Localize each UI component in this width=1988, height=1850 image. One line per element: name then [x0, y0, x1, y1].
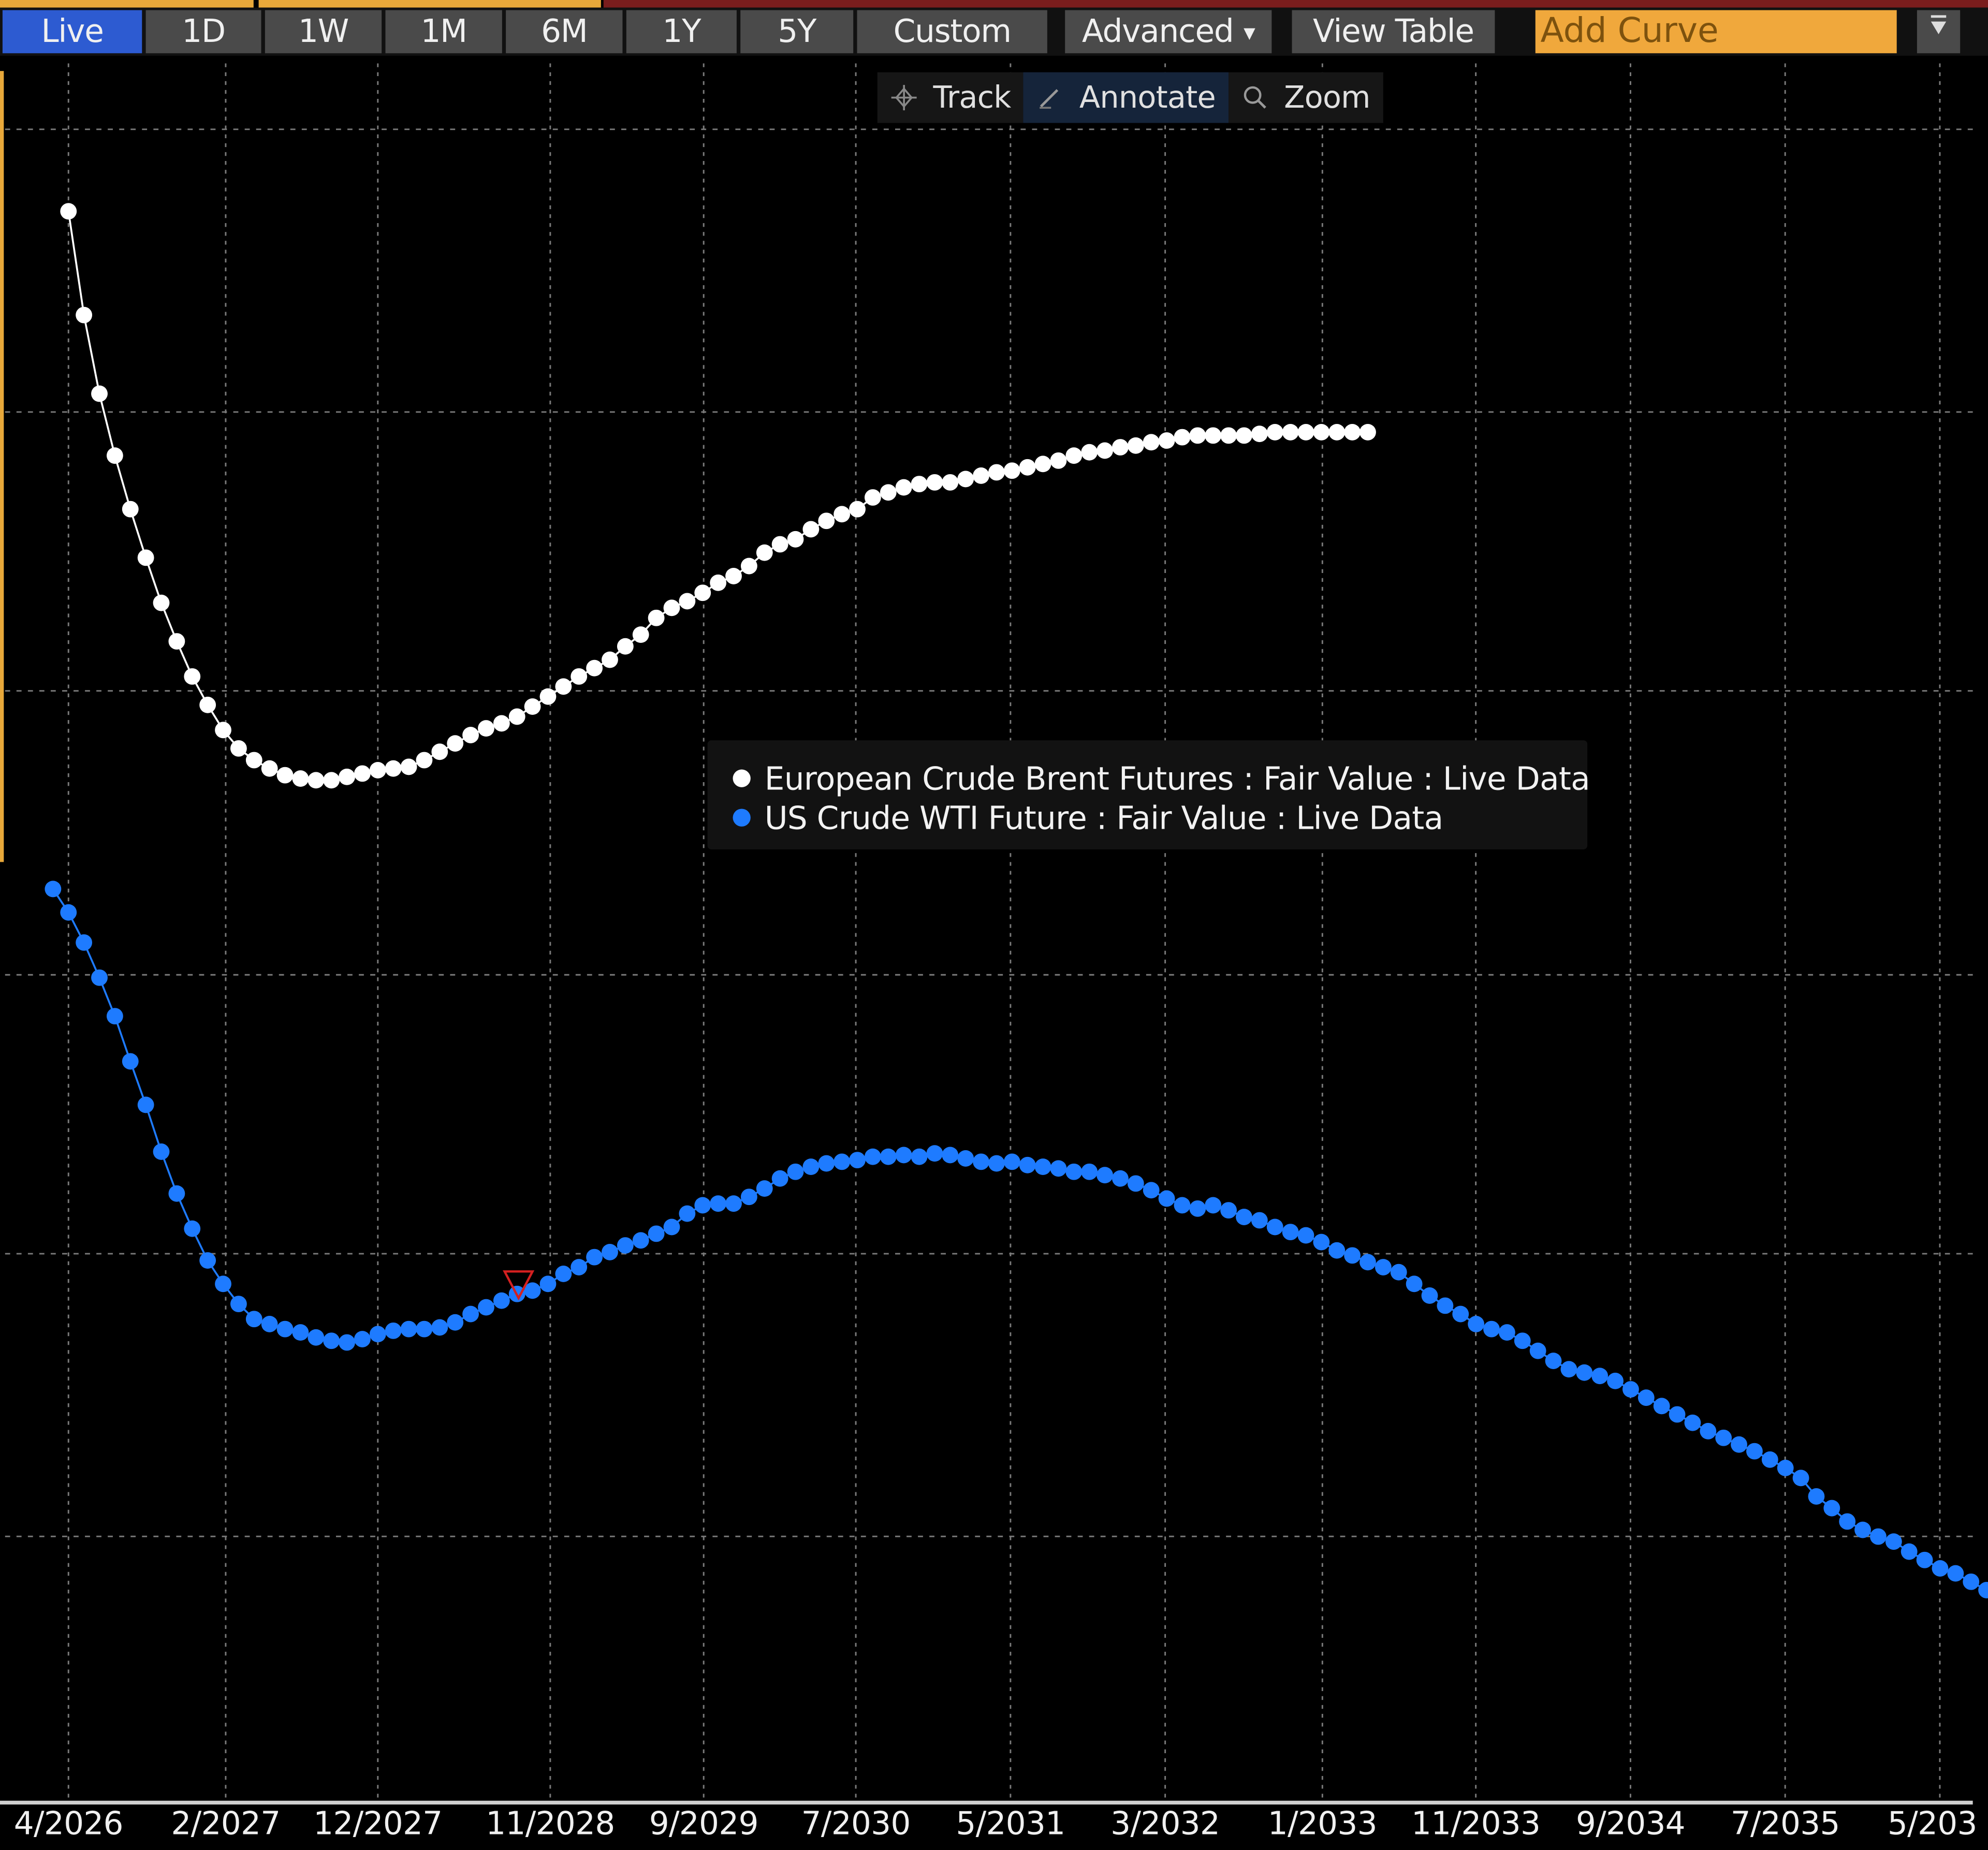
- range-button-6m[interactable]: 6M: [506, 10, 623, 53]
- zoom-label: Zoom: [1284, 80, 1370, 115]
- x-tick-label: 11/2028: [486, 1805, 615, 1842]
- x-tick-label: 7/2030: [801, 1805, 911, 1842]
- legend-item-brent[interactable]: European Crude Brent Futures : Fair Valu…: [733, 759, 1590, 797]
- range-button-live[interactable]: Live: [2, 10, 142, 53]
- track-label: Track: [933, 80, 1011, 115]
- legend-dot-icon: [733, 809, 751, 827]
- dropdown-menu-icon[interactable]: [1917, 10, 1961, 53]
- advanced-label: Advanced: [1081, 12, 1234, 50]
- legend-dot-icon: [733, 769, 751, 787]
- chart-tools: Track Annotate Zoom: [877, 72, 1383, 123]
- brent-series[interactable]: [60, 203, 1376, 789]
- range-button-custom[interactable]: Custom: [857, 10, 1047, 53]
- x-tick-label: 11/2033: [1411, 1805, 1541, 1842]
- zoom-tool-button[interactable]: Zoom: [1228, 72, 1383, 123]
- window-tab-1[interactable]: [0, 0, 254, 8]
- chart-legend[interactable]: European Crude Brent Futures : Fair Valu…: [707, 740, 1590, 849]
- range-toolbar: Live 1D 1W 1M 6M 1Y 5Y Custom Advanced ▼ …: [0, 7, 1988, 56]
- range-button-1w[interactable]: 1W: [265, 10, 382, 53]
- x-tick-label: 5/2031: [956, 1805, 1065, 1842]
- range-button-5y[interactable]: 5Y: [740, 10, 854, 53]
- crosshair-icon: [891, 85, 917, 111]
- window-tab-strip: [0, 0, 1988, 8]
- annotation-triangle-icon[interactable]: [503, 1270, 535, 1301]
- legend-label: European Crude Brent Futures : Fair Valu…: [764, 760, 1590, 797]
- x-tick-label: 4/2026: [13, 1805, 124, 1842]
- advanced-dropdown[interactable]: Advanced ▼: [1065, 10, 1272, 53]
- x-tick-label: 3/2032: [1110, 1805, 1220, 1842]
- view-table-button[interactable]: View Table: [1292, 10, 1495, 53]
- track-tool-button[interactable]: Track: [877, 72, 1024, 123]
- legend-item-wti[interactable]: US Crude WTI Future : Fair Value : Live …: [733, 799, 1443, 836]
- magnifier-icon: [1244, 86, 1266, 109]
- annotate-tool-button[interactable]: Annotate: [1024, 72, 1229, 123]
- x-tick-label: 7/2035: [1730, 1805, 1840, 1842]
- legend-label: US Crude WTI Future : Fair Value : Live …: [764, 799, 1443, 836]
- window-tab-2[interactable]: [258, 0, 601, 8]
- x-tick-label: 5/203: [1887, 1805, 1977, 1842]
- x-tick-label: 9/2034: [1575, 1805, 1686, 1842]
- range-button-1m[interactable]: 1M: [385, 10, 502, 53]
- x-tick-label: 12/2027: [313, 1805, 443, 1842]
- range-button-1d[interactable]: 1D: [145, 10, 261, 53]
- x-tick-label: 1/2033: [1267, 1805, 1378, 1842]
- add-curve-input[interactable]: [1535, 10, 1897, 53]
- x-tick-label: 2/2027: [171, 1805, 281, 1842]
- pencil-icon: [1040, 89, 1059, 109]
- window-tab-3[interactable]: [603, 0, 1988, 8]
- annotate-label: Annotate: [1079, 80, 1216, 115]
- caret-down-icon: ▼: [1244, 24, 1255, 42]
- x-tick-label: 9/2029: [649, 1805, 759, 1842]
- range-button-1y[interactable]: 1Y: [626, 10, 737, 53]
- panel-focus-border: [0, 71, 4, 862]
- wti-series[interactable]: [45, 880, 1988, 1612]
